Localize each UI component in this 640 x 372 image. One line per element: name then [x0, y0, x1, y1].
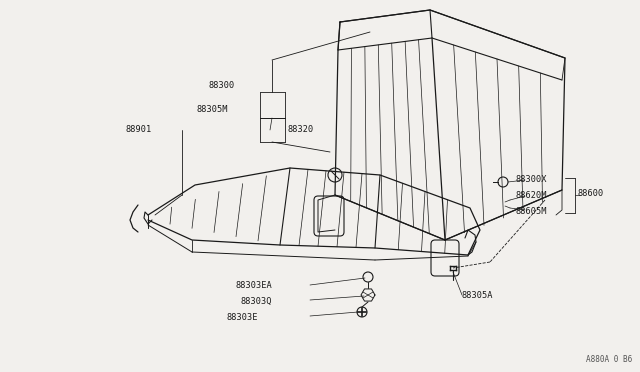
- Text: 88303E: 88303E: [227, 312, 258, 321]
- Text: 88600: 88600: [578, 189, 604, 199]
- Text: A880A 0 B6: A880A 0 B6: [586, 355, 632, 364]
- Text: 88300X: 88300X: [516, 174, 547, 183]
- Text: 88305A: 88305A: [462, 292, 493, 301]
- Text: 88300: 88300: [209, 81, 235, 90]
- Text: 88320: 88320: [288, 125, 314, 135]
- Text: 88605M: 88605M: [516, 208, 547, 217]
- Text: 88901: 88901: [125, 125, 152, 135]
- Text: 88620M: 88620M: [516, 192, 547, 201]
- Text: 88303EA: 88303EA: [236, 280, 272, 289]
- Text: 88305M: 88305M: [196, 106, 228, 115]
- Text: 88303Q: 88303Q: [241, 296, 272, 305]
